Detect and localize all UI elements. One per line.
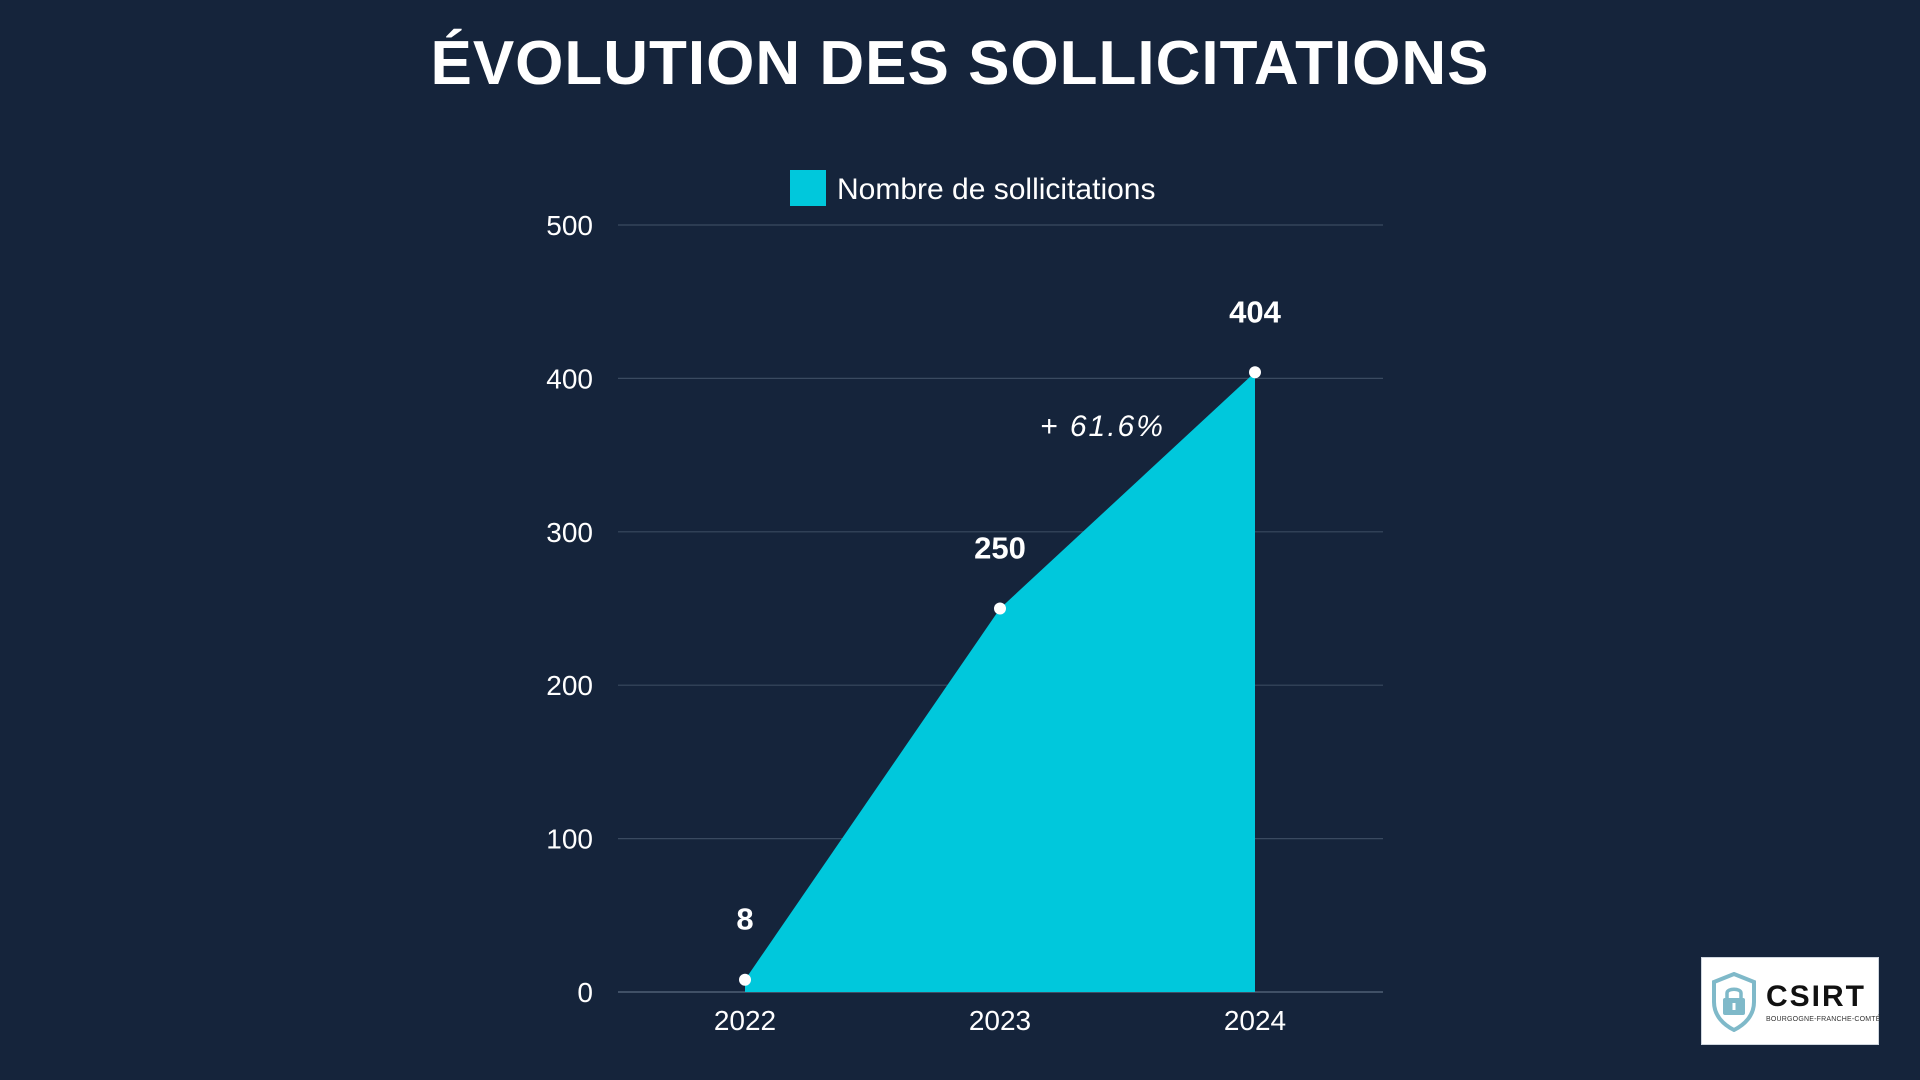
data-label-2023: 250 xyxy=(974,531,1026,566)
data-point-2024 xyxy=(1249,366,1261,379)
x-tick-label-2024: 2024 xyxy=(1224,1005,1286,1036)
growth-annotation: + 61.6% xyxy=(1040,410,1165,443)
y-axis-tick-labels: 0 100 200 300 400 500 xyxy=(546,210,593,1008)
padlock-shield-icon xyxy=(1712,972,1756,1032)
legend: Nombre de sollicitations xyxy=(790,170,1155,206)
x-tick-label-2022: 2022 xyxy=(714,1005,776,1036)
legend-label: Nombre de sollicitations xyxy=(837,173,1155,206)
x-tick-label-2023: 2023 xyxy=(969,1005,1031,1036)
data-points xyxy=(739,366,1261,986)
data-label-2022: 8 xyxy=(736,902,753,937)
series-area xyxy=(745,372,1255,992)
y-tick-label-100: 100 xyxy=(546,824,593,855)
data-point-2022 xyxy=(739,973,751,986)
logo-wordmark: CSIRT xyxy=(1766,980,1866,1013)
annotations: + 61.6% xyxy=(1040,410,1165,443)
y-tick-label-300: 300 xyxy=(546,517,593,548)
data-point-2023 xyxy=(994,602,1006,615)
csirt-logo: CSIRT BOURGOGNE-FRANCHE-COMTÉ xyxy=(1701,957,1881,1045)
y-tick-label-0: 0 xyxy=(577,977,593,1008)
data-label-2024: 404 xyxy=(1229,294,1281,329)
x-axis-tick-labels: 2022 2023 2024 xyxy=(714,1005,1286,1036)
legend-swatch xyxy=(790,170,826,206)
y-tick-label-500: 500 xyxy=(546,210,593,241)
area-series-nombre-de-sollicitations xyxy=(745,372,1255,992)
data-labels: 8 250 404 xyxy=(736,294,1281,936)
logo-subtitle: BOURGOGNE-FRANCHE-COMTÉ xyxy=(1766,1016,1881,1023)
y-tick-label-200: 200 xyxy=(546,670,593,701)
chart-title: ÉVOLUTION DES SOLLICITATIONS xyxy=(430,29,1490,98)
y-tick-label-400: 400 xyxy=(546,363,593,394)
